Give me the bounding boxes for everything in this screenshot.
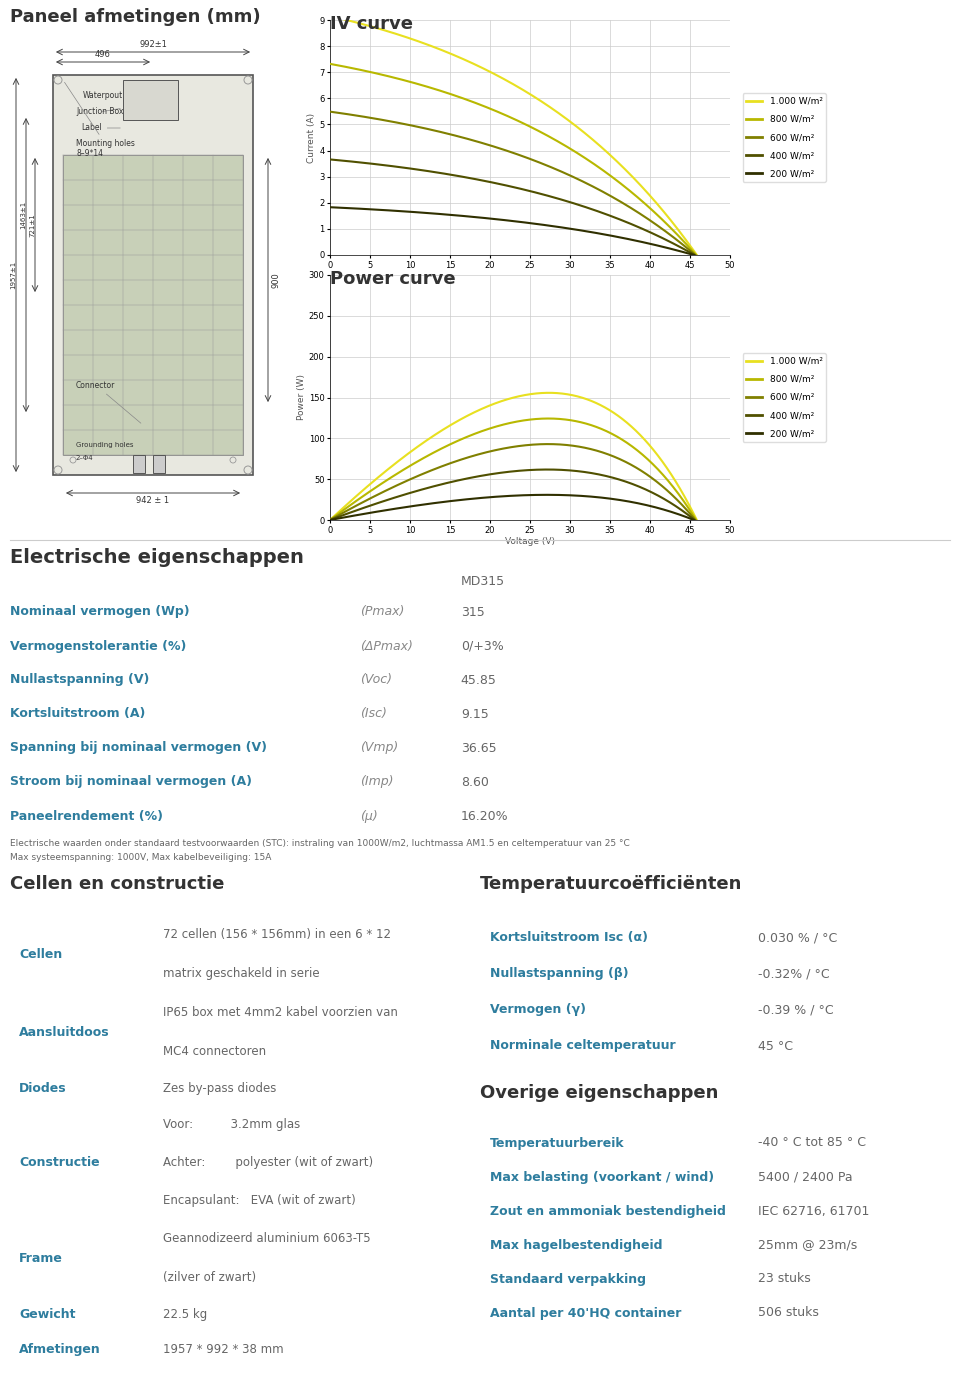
Text: 721±1: 721±1 [29,213,35,237]
Text: Geannodizeerd aluminium 6063-T5: Geannodizeerd aluminium 6063-T5 [163,1232,371,1245]
Text: (μ): (μ) [360,809,377,823]
Text: Afmetingen: Afmetingen [19,1343,101,1355]
Text: 0.030 % / °C: 0.030 % / °C [758,932,838,944]
Text: (Pmax): (Pmax) [360,605,404,618]
Text: 0/+3%: 0/+3% [461,640,504,652]
Text: 315: 315 [461,605,485,618]
Bar [133,455,145,473]
Text: Paneelrendement (%): Paneelrendement (%) [10,809,162,823]
Text: 1957±1: 1957±1 [10,261,16,289]
Text: 942 ± 1: 942 ± 1 [136,495,170,505]
Y-axis label: Power (W): Power (W) [297,374,306,421]
Text: 9.15: 9.15 [461,707,489,721]
Text: Cellen: Cellen [19,948,62,960]
Text: 1463±1: 1463±1 [20,201,26,230]
Text: IP65 box met 4mm2 kabel voorzien van: IP65 box met 4mm2 kabel voorzien van [163,1006,398,1020]
Text: 8.60: 8.60 [461,776,489,788]
Text: 5400 / 2400 Pa: 5400 / 2400 Pa [758,1171,853,1183]
Text: Aansluitdoos: Aansluitdoos [19,1025,109,1039]
Text: 72 cellen (156 * 156mm) in een 6 * 12: 72 cellen (156 * 156mm) in een 6 * 12 [163,927,392,941]
Text: 36.65: 36.65 [461,742,496,754]
Text: Aantal per 40'HQ container: Aantal per 40'HQ container [490,1306,681,1320]
Text: Stroom bij nominaal vermogen (A): Stroom bij nominaal vermogen (A) [10,776,252,788]
Text: Diodes: Diodes [19,1082,67,1095]
Text: 2–Φ4: 2–Φ4 [76,455,94,461]
Bar [53,76,253,475]
Text: 23 stuks: 23 stuks [758,1273,811,1285]
Text: Temperatuurbereik: Temperatuurbereik [490,1137,624,1149]
Text: Electrische waarden onder standaard testvoorwaarden (STC): instraling van 1000W/: Electrische waarden onder standaard test… [10,839,630,848]
Text: Connector: Connector [76,381,141,424]
Text: (Imp): (Imp) [360,776,394,788]
Legend: 1.000 W/m², 800 W/m², 600 W/m², 400 W/m², 200 W/m²: 1.000 W/m², 800 W/m², 600 W/m², 400 W/m²… [742,354,827,442]
Text: Kortsluitstroom Isc (α): Kortsluitstroom Isc (α) [490,932,648,944]
Text: Kortsluitstroom (A): Kortsluitstroom (A) [10,707,145,721]
Text: MC4 connectoren: MC4 connectoren [163,1044,266,1058]
Text: Max systeemspanning: 1000V, Max kabelbeveiliging: 15A: Max systeemspanning: 1000V, Max kabelbev… [10,853,271,861]
Text: Nominaal vermogen (Wp): Nominaal vermogen (Wp) [10,605,189,618]
Text: -40 ° C tot 85 ° C: -40 ° C tot 85 ° C [758,1137,867,1149]
Text: Temperatuurcoëfficiënten: Temperatuurcoëfficiënten [480,875,742,893]
Text: Voor:          3.2mm glas: Voor: 3.2mm glas [163,1119,300,1131]
Text: IEC 62716, 61701: IEC 62716, 61701 [758,1204,870,1218]
Text: Constructie: Constructie [19,1156,100,1170]
Text: 506 stuks: 506 stuks [758,1306,819,1320]
Y-axis label: Current (A): Current (A) [307,113,316,162]
Text: 45 °C: 45 °C [758,1039,793,1053]
Text: -0.32% / °C: -0.32% / °C [758,967,830,981]
Text: matrix geschakeld in serie: matrix geschakeld in serie [163,967,320,980]
Text: Vermogenstolerantie (%): Vermogenstolerantie (%) [10,640,186,652]
Text: 8–9*14: 8–9*14 [76,150,103,158]
Text: Vermogen (γ): Vermogen (γ) [490,1003,586,1017]
Text: Achter:        polyester (wit of zwart): Achter: polyester (wit of zwart) [163,1156,373,1170]
Bar [63,155,243,455]
Text: (Voc): (Voc) [360,673,392,687]
Text: Norminale celtemperatuur: Norminale celtemperatuur [490,1039,675,1053]
Text: Spanning bij nominaal vermogen (V): Spanning bij nominaal vermogen (V) [10,742,267,754]
Text: Encapsulant:   EVA (wit of zwart): Encapsulant: EVA (wit of zwart) [163,1193,356,1207]
Text: Overige eigenschappen: Overige eigenschappen [480,1084,718,1102]
Text: Standaard verpakking: Standaard verpakking [490,1273,645,1285]
Text: MD315: MD315 [461,575,505,588]
Text: Frame: Frame [19,1252,63,1265]
Text: Zes by-pass diodes: Zes by-pass diodes [163,1082,276,1095]
Text: Max hagelbestendigheid: Max hagelbestendigheid [490,1238,662,1252]
Text: IV curve: IV curve [330,15,413,33]
Text: (zilver of zwart): (zilver of zwart) [163,1271,256,1284]
Text: 496: 496 [95,50,111,59]
Text: Electrische eigenschappen: Electrische eigenschappen [10,548,303,567]
Text: Cellen en constructie: Cellen en constructie [10,875,224,893]
Text: -0.39 % / °C: -0.39 % / °C [758,1003,834,1017]
Text: Paneel afmetingen (mm): Paneel afmetingen (mm) [10,8,260,26]
Text: 900: 900 [271,272,280,288]
Text: Grounding holes: Grounding holes [76,442,133,449]
Text: Label: Label [81,124,120,132]
Bar [153,455,165,473]
Text: Mounting holes: Mounting holes [64,83,134,149]
Text: 1957 * 992 * 38 mm: 1957 * 992 * 38 mm [163,1343,284,1355]
Text: 22.5 kg: 22.5 kg [163,1309,207,1321]
Text: Waterpout: Waterpout [83,85,142,99]
Text: Nullastspanning (β): Nullastspanning (β) [490,967,628,981]
Text: Junction Box: Junction Box [76,107,124,117]
Text: 992±1: 992±1 [139,40,167,50]
Text: (Isc): (Isc) [360,707,387,721]
Text: Gewicht: Gewicht [19,1309,76,1321]
Text: 45.85: 45.85 [461,673,496,687]
Text: 25mm @ 23m/s: 25mm @ 23m/s [758,1238,857,1252]
X-axis label: Voltage (V): Voltage (V) [505,538,555,546]
Text: (ΔPmax): (ΔPmax) [360,640,413,652]
Text: (Vmp): (Vmp) [360,742,398,754]
Text: Nullastspanning (V): Nullastspanning (V) [10,673,149,687]
Text: Power curve: Power curve [330,270,456,288]
Legend: 1.000 W/m², 800 W/m², 600 W/m², 400 W/m², 200 W/m²: 1.000 W/m², 800 W/m², 600 W/m², 400 W/m²… [742,94,827,182]
Text: 16.20%: 16.20% [461,809,509,823]
Bar [123,80,178,120]
Text: Zout en ammoniak bestendigheid: Zout en ammoniak bestendigheid [490,1204,726,1218]
Text: Max belasting (voorkant / wind): Max belasting (voorkant / wind) [490,1171,713,1183]
